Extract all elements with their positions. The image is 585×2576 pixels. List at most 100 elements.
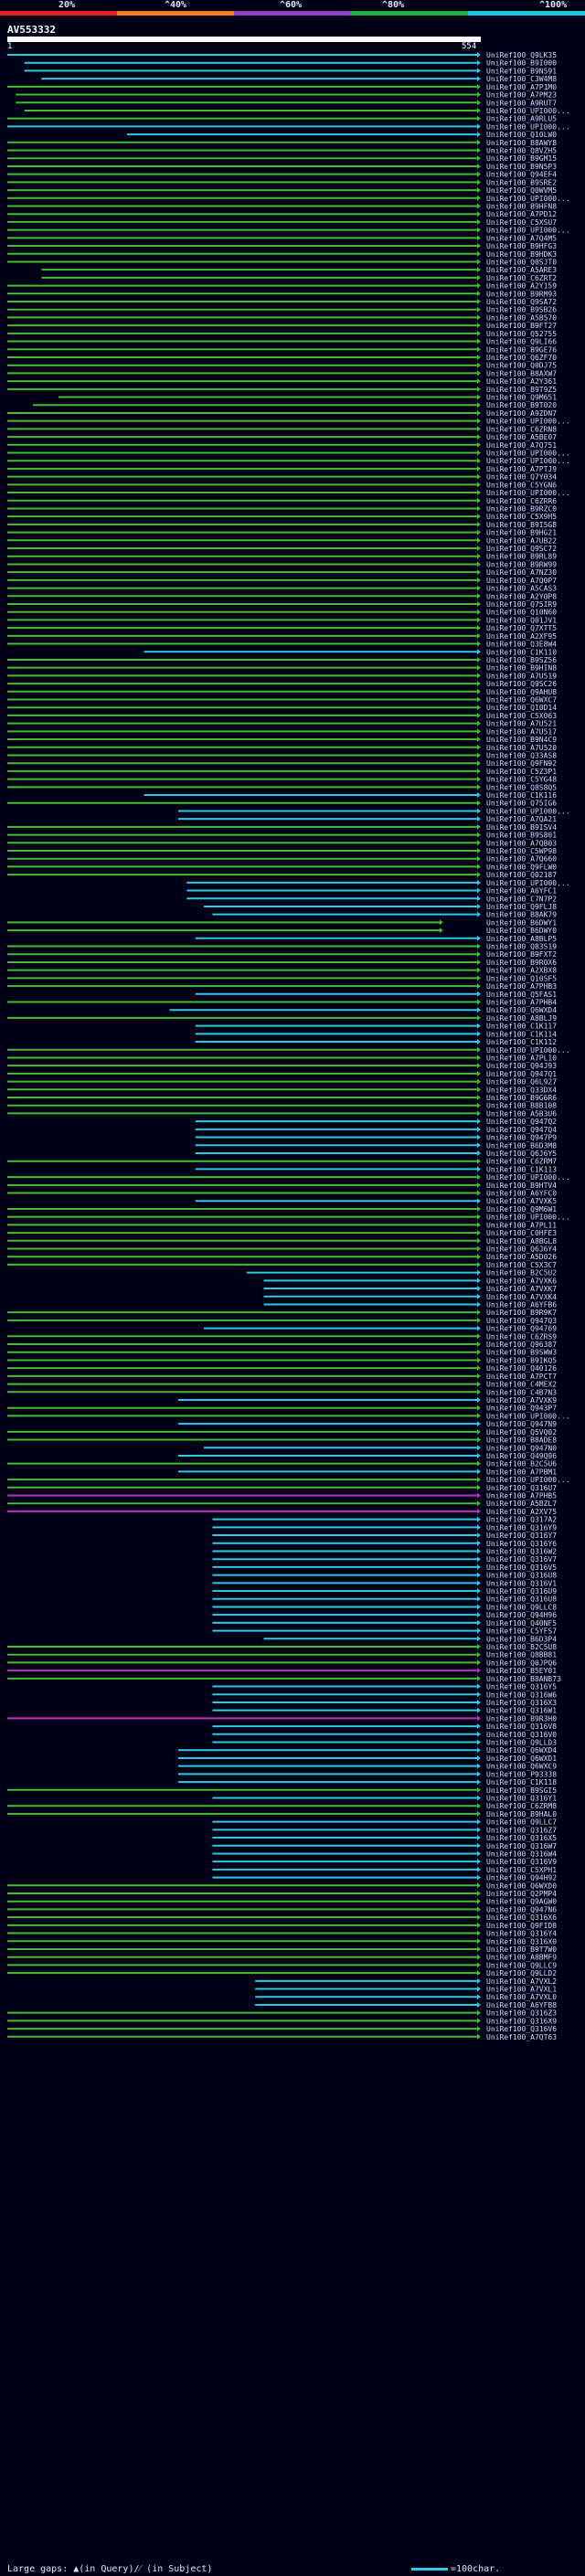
hit-label[interactable]: UniRef100_Q316V7 [486,1555,557,1564]
hit-label[interactable]: UniRef100_Q316Y4 [486,1930,557,1938]
hit-label[interactable]: UniRef100_B9RZC0 [486,504,557,513]
hit-label[interactable]: UniRef100_A7PM23 [486,91,557,100]
hit-label[interactable]: UniRef100_UPI000... [486,1476,570,1484]
hit-label[interactable]: UniRef100_A7VXK7 [486,1285,557,1293]
hit-label[interactable]: UniRef100_A7QT63 [486,2033,557,2041]
hit-label[interactable]: UniRef100_A7Q0P7 [486,577,557,585]
hit-label[interactable]: UniRef100_A8BLP5 [486,935,557,943]
hit-label[interactable]: UniRef100_A7VXK9 [486,1396,557,1405]
hit-label[interactable]: UniRef100_C1K114 [486,1030,557,1038]
hit-label[interactable]: UniRef100_B9HTV4 [486,1182,557,1190]
hit-label[interactable]: UniRef100_Q316W2 [486,1547,557,1555]
hit-label[interactable]: UniRef100_Q94769 [486,1325,557,1333]
hit-label[interactable]: UniRef100_Q5FAS1 [486,991,557,999]
hit-label[interactable]: UniRef100_UPI000... [486,227,570,235]
hit-label[interactable]: UniRef100_Q316Y6 [486,1540,557,1548]
hit-label[interactable]: UniRef100_A7QB03 [486,839,557,847]
hit-label[interactable]: UniRef100_B9S801 [486,832,557,840]
hit-label[interactable]: UniRef100_Q316Y9 [486,1523,557,1532]
hit-label[interactable]: UniRef100_A5B3U6 [486,1109,557,1118]
hit-label[interactable]: UniRef100_A2XBX8 [486,967,557,975]
hit-label[interactable]: UniRef100_B9HG21 [486,529,557,537]
hit-label[interactable]: UniRef100_Q9AGW0 [486,1898,557,1906]
hit-label[interactable]: UniRef100_Q9M651 [486,394,557,402]
hit-label[interactable]: UniRef100_B2C5U8 [486,1643,557,1651]
hit-label[interactable]: UniRef100_A9ZDN7 [486,409,557,418]
hit-label[interactable]: UniRef100_Q947N6 [486,1905,557,1913]
hit-label[interactable]: UniRef100_A8BLJ9 [486,1014,557,1023]
hit-label[interactable]: UniRef100_A7VXL1 [486,1986,557,1994]
hit-label[interactable]: UniRef100_Q8BB81 [486,1651,557,1659]
hit-label[interactable]: UniRef100_A5ARE3 [486,266,557,274]
hit-label[interactable]: UniRef100_Q9FN92 [486,759,557,768]
hit-label[interactable]: UniRef100_B9SRE2 [486,178,557,186]
hit-label[interactable]: UniRef100_Q9LLC8 [486,1603,557,1611]
hit-label[interactable]: UniRef100_UPI000... [486,450,570,458]
hit-label[interactable]: UniRef100_B9R9K7 [486,1309,557,1317]
hit-label[interactable]: UniRef100_A2XF95 [486,632,557,641]
hit-label[interactable]: UniRef100_B9N591 [486,67,557,75]
hit-label[interactable]: UniRef100_Q94EF4 [486,171,557,179]
hit-label[interactable]: UniRef100_Q947Q4 [486,1126,557,1134]
hit-label[interactable]: UniRef100_Q316V5 [486,1564,557,1572]
hit-label[interactable]: UniRef100_Q9FLW0 [486,863,557,871]
hit-label[interactable]: UniRef100_Q316V0 [486,1731,557,1739]
hit-label[interactable]: UniRef100_A7PCT7 [486,1373,557,1381]
hit-label[interactable]: UniRef100_A2XV75 [486,1508,557,1516]
hit-label[interactable]: UniRef100_UPI000... [486,418,570,426]
hit-label[interactable]: UniRef100_B9SWW3 [486,1349,557,1357]
hit-label[interactable]: UniRef100_Q94H92 [486,1874,557,1882]
hit-label[interactable]: UniRef100_Q96387 [486,1341,557,1349]
hit-label[interactable]: UniRef100_A7VXL2 [486,1977,557,1986]
hit-label[interactable]: UniRef100_Q316X0 [486,1937,557,1945]
hit-label[interactable]: UniRef100_B9I000 [486,59,557,68]
hit-label[interactable]: UniRef100_Q9LK35 [486,51,557,59]
hit-label[interactable]: UniRef100_C5XSU7 [486,218,557,227]
hit-label[interactable]: UniRef100_Q8S8Q5 [486,783,557,791]
hit-label[interactable]: UniRef100_A6YFC0 [486,1190,557,1198]
hit-label[interactable]: UniRef100_Q0DJ75 [486,362,557,370]
hit-label[interactable]: UniRef100_UPI000... [486,195,570,203]
hit-label[interactable]: UniRef100_B9T7W0 [486,1945,557,1954]
hit-label[interactable]: UniRef100_UPI000... [486,489,570,497]
hit-label[interactable]: UniRef100_Q316U7 [486,1484,557,1492]
hit-label[interactable]: UniRef100_UPI000... [486,122,570,131]
hit-label[interactable]: UniRef100_C6ZRR6 [486,497,557,505]
hit-label[interactable]: UniRef100_B9FXT2 [486,950,557,959]
hit-label[interactable]: UniRef100_Q947Q2 [486,1118,557,1126]
hit-label[interactable]: UniRef100_A5D026 [486,1253,557,1261]
hit-label[interactable]: UniRef100_Q94H96 [486,1611,557,1619]
hit-label[interactable]: UniRef100_Q2PMP4 [486,1890,557,1898]
hit-label[interactable]: UniRef100_Q943P7 [486,1405,557,1413]
hit-label[interactable]: UniRef100_C5XPH1 [486,1866,557,1874]
hit-label[interactable]: UniRef100_UPI000... [486,879,570,887]
hit-label[interactable]: UniRef100_A7U521 [486,720,557,728]
hit-label[interactable]: UniRef100_B9SGI5 [486,1786,557,1795]
hit-label[interactable]: UniRef100_Q6J6Y4 [486,1246,557,1254]
hit-label[interactable]: UniRef100_Q316X6 [486,1913,557,1922]
hit-label[interactable]: UniRef100_Q9SC72 [486,545,557,553]
hit-label[interactable]: UniRef100_B9T9Z5 [486,386,557,394]
hit-label[interactable]: UniRef100_A6YFB6 [486,1300,557,1309]
hit-label[interactable]: UniRef100_C0HFE3 [486,1229,557,1237]
hit-label[interactable]: UniRef100_A8BMF9 [486,1954,557,1962]
hit-label[interactable]: UniRef100_A7VXK4 [486,1293,557,1301]
hit-label[interactable]: UniRef100_B9G6R6 [486,1094,557,1102]
hit-label[interactable]: UniRef100_A7Q660 [486,855,557,864]
hit-label[interactable]: UniRef100_Q40NF5 [486,1619,557,1627]
hit-label[interactable]: UniRef100_Q6WXD1 [486,1754,557,1763]
hit-label[interactable]: UniRef100_Q316Y7 [486,1532,557,1540]
hit-label[interactable]: UniRef100_B9IKQ5 [486,1356,557,1364]
hit-label[interactable]: UniRef100_Q7Y034 [486,473,557,482]
hit-label[interactable]: UniRef100_A7VXK5 [486,1197,557,1205]
hit-label[interactable]: UniRef100_B6DWY0 [486,927,557,935]
hit-label[interactable]: UniRef100_B8AWY8 [486,139,557,147]
hit-label[interactable]: UniRef100_UPI000... [486,1046,570,1055]
hit-label[interactable]: UniRef100_Q0JPQ6 [486,1659,557,1667]
hit-label[interactable]: UniRef100_C4B7N3 [486,1388,557,1396]
hit-label[interactable]: UniRef100_B5EY01 [486,1667,557,1675]
hit-label[interactable]: UniRef100_Q40126 [486,1364,557,1373]
hit-label[interactable]: UniRef100_Q8VZH5 [486,147,557,155]
hit-label[interactable]: UniRef100_A7VXL0 [486,1993,557,2001]
hit-label[interactable]: UniRef100_Q9LLD2 [486,1969,557,1977]
